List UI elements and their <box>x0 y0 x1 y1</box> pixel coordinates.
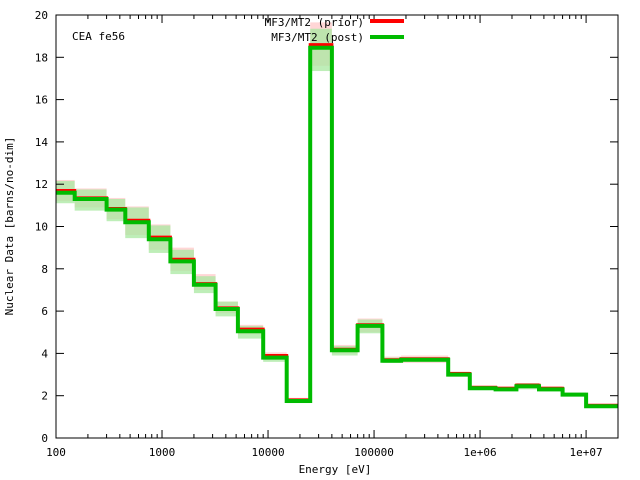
x-tick-label: 1e+07 <box>570 446 603 459</box>
x-axis-label: Energy [eV] <box>299 463 372 476</box>
y-tick-label: 14 <box>35 136 49 149</box>
legend-label-post: MF3/MT2 (post) <box>271 31 364 44</box>
x-tick-label: 100000 <box>354 446 394 459</box>
y-tick-label: 6 <box>41 305 48 318</box>
series-lines <box>56 43 618 409</box>
legend-label-prior: MF3/MT2 (prior) <box>265 16 364 29</box>
x-tick-label: 1e+06 <box>464 446 497 459</box>
y-tick-label: 4 <box>41 347 48 360</box>
x-tick-label: 100 <box>46 446 66 459</box>
y-tick-label: 12 <box>35 178 48 191</box>
legend: MF3/MT2 (prior) MF3/MT2 (post) <box>265 16 404 44</box>
y-tick-label: 10 <box>35 221 48 234</box>
dataset-annotation: CEA fe56 <box>72 30 125 43</box>
x-tick-label: 10000 <box>251 446 284 459</box>
y-tick-label: 20 <box>35 9 48 22</box>
y-tick-label: 0 <box>41 432 48 445</box>
tick-labels: 0 2 4 6 8 10 12 14 16 18 20 100 1000 10000 100000 1e+06… <box>35 9 603 459</box>
x-tick-label: 1000 <box>149 446 176 459</box>
y-tick-label: 8 <box>41 263 48 276</box>
y-axis-label: Nuclear Data [barns/no-dim] <box>3 137 16 316</box>
y-tick-label: 2 <box>41 390 48 403</box>
y-tick-label: 16 <box>35 94 48 107</box>
series-line-post <box>56 45 618 409</box>
y-tick-label: 18 <box>35 51 48 64</box>
axis-ticks <box>55 14 618 439</box>
uncertainty-band-post <box>310 28 332 72</box>
